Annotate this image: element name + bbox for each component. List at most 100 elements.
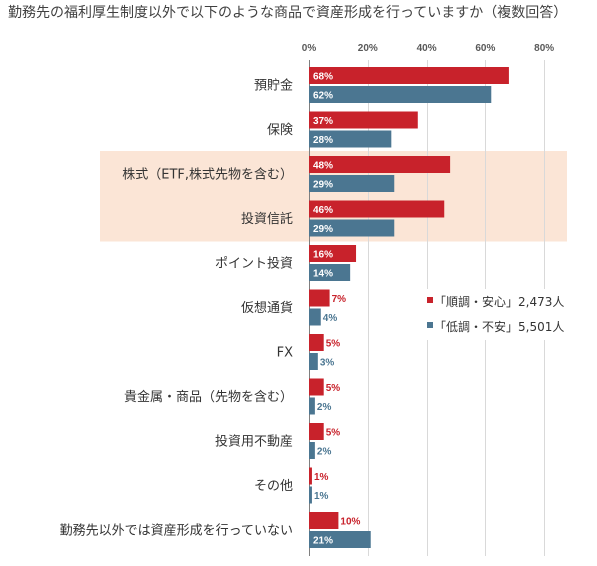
x-tick-label-20: 20% (358, 43, 378, 54)
data-label-suffix: % (324, 250, 333, 261)
data-label-series-1-row-10: 1% (314, 472, 329, 483)
data-label-suffix: % (322, 402, 331, 413)
legend-label-2: 「低調・不安」5,501人 (434, 319, 564, 334)
x-tick-value: 60 (475, 43, 487, 54)
x-tick-label-80: 80% (534, 43, 554, 54)
data-label-series-1-row-8: 5% (326, 383, 341, 394)
bar-series-2-row-7 (309, 353, 318, 370)
data-label-suffix: % (320, 472, 329, 483)
category-label-row-6: 仮想通貨 (241, 300, 293, 316)
category-label-row-4: 投資信託 (241, 211, 293, 227)
bar-series-2-row-9 (309, 442, 315, 459)
legend-item-1: 「順調・安心」2,473人 (427, 294, 564, 309)
data-label-value: 4 (323, 313, 329, 324)
data-label-suffix: % (352, 517, 361, 528)
data-label-suffix: % (324, 72, 333, 83)
x-tick-suffix: % (487, 43, 496, 54)
data-label-suffix: % (324, 91, 333, 102)
data-label-suffix: % (324, 536, 333, 547)
bar-series-1-row-11 (309, 512, 339, 529)
data-label-value: 37 (313, 116, 325, 127)
data-label-suffix: % (324, 224, 333, 235)
data-label-value: 29 (313, 180, 325, 191)
data-label-value: 10 (340, 517, 352, 528)
data-label-series-1-row-4: 46% (313, 205, 333, 216)
data-label-value: 2 (317, 447, 323, 458)
data-label-value: 14 (313, 269, 325, 280)
bar-series-1-row-9 (309, 423, 324, 440)
bar-series-2-row-5 (309, 264, 351, 281)
data-label-series-2-row-7: 3% (320, 358, 335, 369)
bar-series-2-row-3 (309, 175, 395, 192)
data-label-series-2-row-2: 28% (313, 135, 333, 146)
x-tick-value: 0 (302, 43, 308, 54)
data-label-series-1-row-11: 10% (340, 517, 360, 528)
data-label-series-1-row-7: 5% (326, 339, 341, 350)
bar-series-2-row-1 (309, 86, 492, 103)
data-label-suffix: % (324, 180, 333, 191)
data-label-value: 7 (332, 294, 338, 305)
data-label-suffix: % (324, 116, 333, 127)
x-tick-label-40: 40% (417, 43, 437, 54)
data-label-series-1-row-6: 7% (332, 294, 347, 305)
bar-series-1-row-7 (309, 334, 324, 351)
x-axis: 0% 20% 40% 60% 80% (302, 43, 555, 54)
data-label-value: 62 (313, 91, 325, 102)
data-label-value: 5 (326, 428, 332, 439)
data-label-series-2-row-10: 1% (314, 491, 329, 502)
data-label-suffix: % (322, 447, 331, 458)
category-label-row-9: 投資用不動産 (215, 434, 293, 450)
bar-series-1-row-8 (309, 378, 324, 396)
category-label-row-2: 保険 (267, 123, 293, 138)
x-tick-label-60: 60% (475, 43, 495, 54)
category-label-row-7: FX (277, 346, 293, 361)
bar-series-2-row-8 (309, 397, 315, 415)
bar-series-1-row-6 (309, 289, 330, 307)
data-label-series-1-row-3: 48% (313, 161, 333, 172)
category-label-row-5: ポイント投資 (215, 256, 293, 272)
category-label-row-3: 株式（ETF,株式先物を含む） (122, 167, 293, 183)
data-label-series-1-row-2: 37% (313, 116, 333, 127)
bar-series-1-row-5 (309, 245, 357, 262)
x-tick-suffix: % (369, 43, 378, 54)
legend-item-2: 「低調・不安」5,501人 (427, 319, 564, 334)
data-label-series-2-row-8: 2% (317, 402, 332, 413)
data-label-value: 1 (314, 472, 320, 483)
data-label-series-2-row-5: 14% (313, 269, 333, 280)
data-label-value: 5 (326, 339, 332, 350)
legend: 「順調・安心」2,473人「低調・不安」5,501人 (421, 289, 570, 340)
data-label-suffix: % (331, 339, 340, 350)
data-label-series-2-row-6: 4% (323, 313, 338, 324)
data-label-value: 29 (313, 224, 325, 235)
data-label-value: 46 (313, 205, 325, 216)
legend-marker-2 (427, 322, 433, 328)
bars-layer (309, 67, 509, 548)
data-label-series-2-row-3: 29% (313, 180, 333, 191)
bar-series-2-row-10 (309, 486, 312, 504)
bar-series-1-row-10 (309, 467, 312, 485)
data-label-suffix: % (328, 313, 337, 324)
bar-series-1-row-1 (309, 67, 509, 84)
data-label-suffix: % (337, 294, 346, 305)
data-label-suffix: % (325, 358, 334, 369)
data-label-value: 3 (320, 358, 326, 369)
x-tick-value: 80 (534, 43, 546, 54)
data-label-value: 48 (313, 161, 325, 172)
category-label-row-11: 勤務先以外では資産形成を行っていない (60, 523, 293, 539)
data-label-series-1-row-5: 16% (313, 250, 333, 261)
x-tick-label-0: 0% (302, 43, 317, 54)
data-label-series-2-row-11: 21% (313, 536, 333, 547)
data-label-suffix: % (324, 269, 333, 280)
bar-series-1-row-2 (309, 111, 418, 129)
data-label-series-1-row-9: 5% (326, 428, 341, 439)
x-tick-suffix: % (307, 43, 316, 54)
data-label-suffix: % (324, 135, 333, 146)
category-label-row-1: 預貯金 (254, 78, 293, 94)
data-label-value: 21 (313, 536, 325, 547)
data-label-suffix: % (331, 383, 340, 394)
bar-series-2-row-2 (309, 130, 392, 148)
data-label-value: 28 (313, 135, 325, 146)
data-label-suffix: % (320, 491, 329, 502)
legend-label-1: 「順調・安心」2,473人 (434, 294, 564, 309)
